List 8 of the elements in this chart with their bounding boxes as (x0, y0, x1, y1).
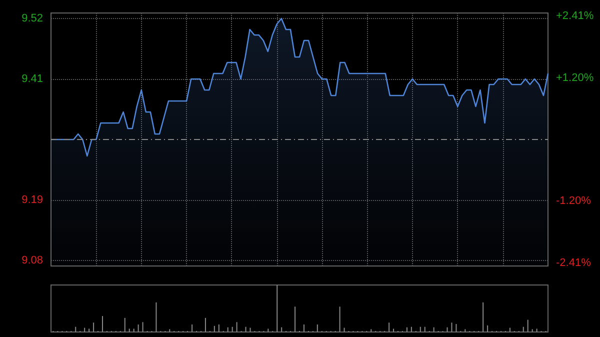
y2-tick-label: -2.41% (556, 256, 592, 269)
y2-tick-label: +1.20% (556, 72, 594, 84)
y2-tick-label: +2.41% (556, 10, 594, 22)
y2-tick-label: -1.20% (556, 194, 592, 207)
y-tick-label: 9.19 (22, 194, 43, 206)
y-tick-label: 9.41 (22, 73, 43, 85)
y-tick-label: 9.52 (22, 12, 43, 24)
y-tick-label: 9.08 (22, 254, 43, 266)
